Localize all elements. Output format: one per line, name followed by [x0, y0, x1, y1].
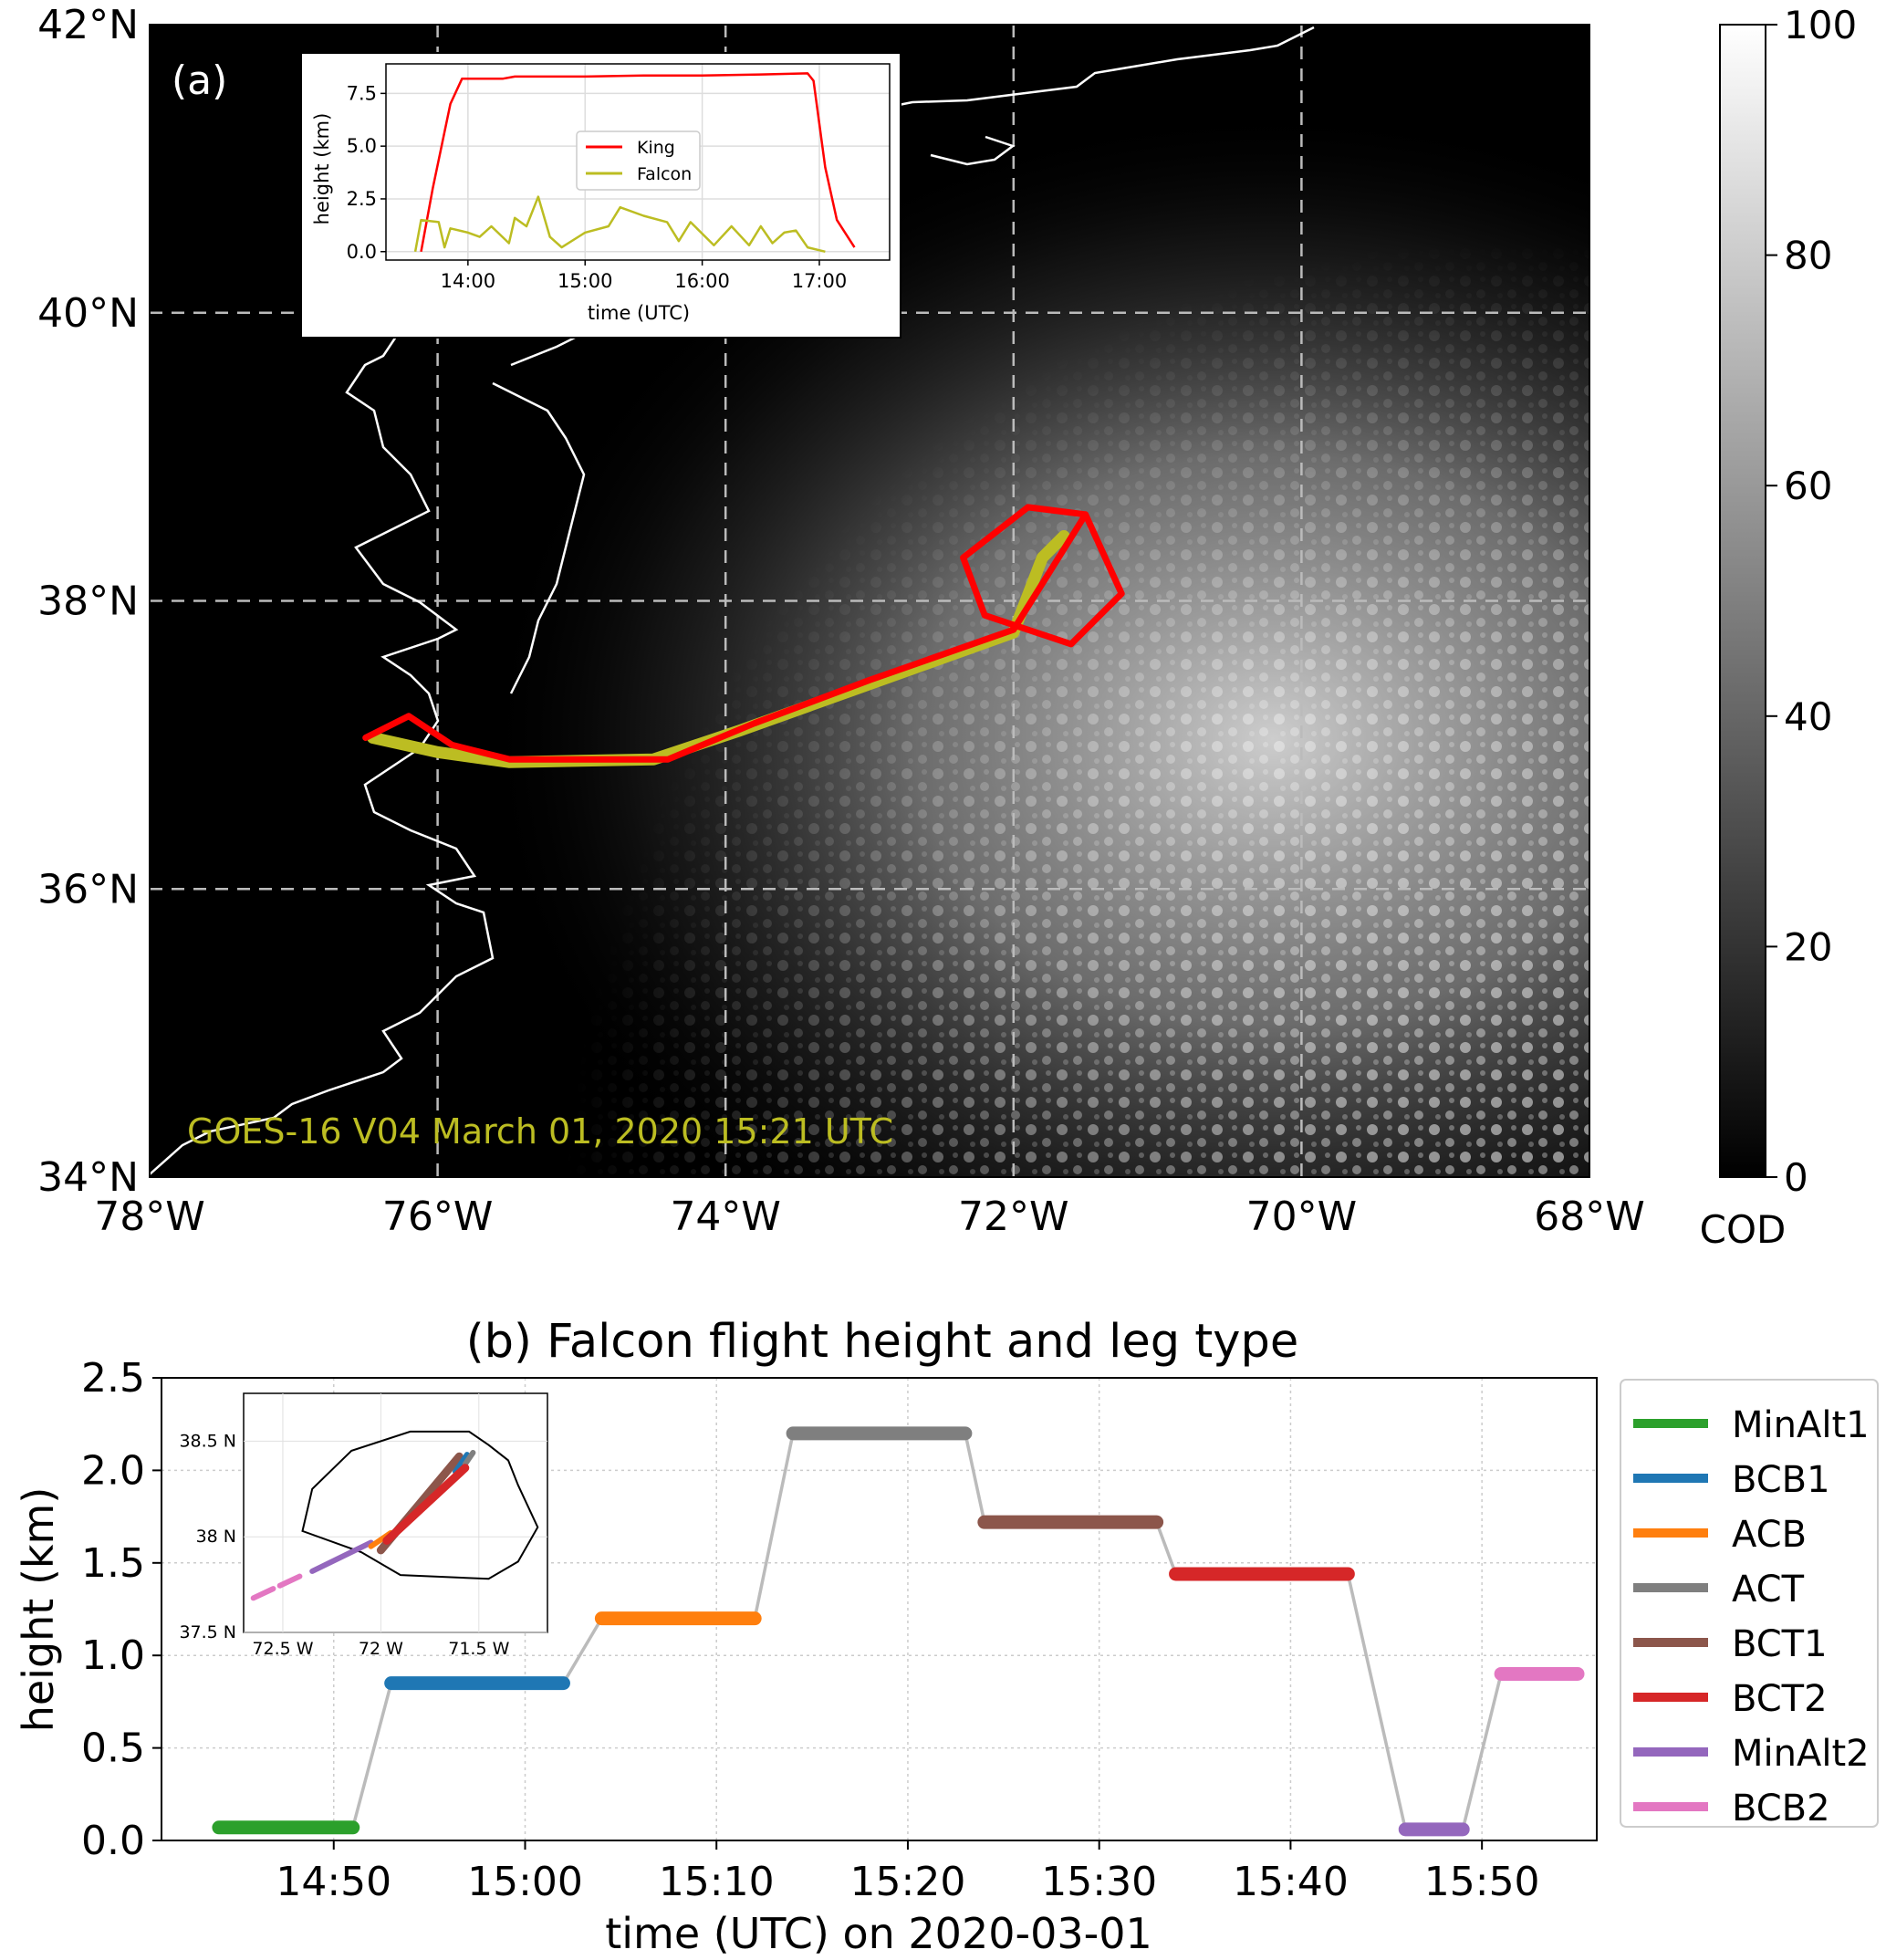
colorbar-tick-80: 80 — [1784, 234, 1832, 278]
colorbar-tick-60: 60 — [1784, 464, 1832, 508]
map-frame — [149, 24, 1590, 1178]
inset-a-plot: 14:00 15:00 16:00 17:00 0.0 2.5 5.0 7.5 — [347, 63, 891, 292]
inset-b: 72.5 W 72 W 71.5 W 37.5 N 38 N 38.5 N — [179, 1392, 548, 1659]
map-xtick-76-w: 76°W — [382, 1194, 494, 1240]
king-track — [362, 504, 1125, 763]
legend-label-falcon: Falcon — [637, 164, 692, 184]
panel-a: (a) GOES-16 V04 March 01, 2020 15:21 UTC… — [37, 2, 1857, 1252]
satellite-annotation: GOES-16 V04 March 01, 2020 15:21 UTC — [187, 1111, 893, 1152]
inset-a-series-falcon — [413, 195, 826, 254]
map-ytick-38-n: 38°N — [37, 579, 139, 625]
map-xtick-74-w: 74°W — [670, 1194, 781, 1240]
map-xtick-78-w: 78°W — [94, 1194, 205, 1240]
inset-a-legend: King Falcon — [576, 130, 701, 191]
colorbar-tick-40: 40 — [1784, 694, 1832, 739]
inset-a-xlabel: time (UTC) — [588, 302, 690, 324]
legend-label-act: ACT — [1732, 1569, 1805, 1611]
plot-b: 14:50 15:00 15:10 15:20 15:30 15:40 15:50 0.0 0.… — [81, 1355, 1597, 1905]
map-tick-labels: 78°W 76°W 74°W 72°W 70°W 68°W 34°N 36°N 38°N 40°N… — [37, 2, 1645, 1240]
inset-a-ylabel: height (km) — [311, 113, 333, 225]
legend-label-bct1: BCT1 — [1732, 1623, 1828, 1665]
colorbar-tick-100: 100 — [1784, 3, 1857, 47]
plot-b-xtick-15-10: 15:10 — [659, 1859, 775, 1905]
map-gridlines — [150, 25, 1589, 1177]
colorbar-gradient — [1719, 24, 1766, 1178]
map-xtick-72-w: 72°W — [958, 1194, 1069, 1240]
plot-b-ytick-2-5: 2.5 — [81, 1355, 145, 1402]
plot-b-ytick-2-0: 2.0 — [81, 1447, 145, 1494]
plot-b-ytick-0-0: 0.0 — [81, 1818, 145, 1864]
inset-a-xtick-16-00: 16:00 — [674, 270, 730, 292]
inset-b-king-circle — [301, 1430, 539, 1580]
inset-a-ytick-0-0: 0.0 — [347, 241, 377, 263]
colorbar-ticks: 0 20 40 60 80 100 — [1766, 3, 1857, 1200]
colorbar-tick-20: 20 — [1784, 924, 1832, 969]
plot-b-ytick-0-5: 0.5 — [81, 1725, 145, 1772]
panel-b: (b) Falcon flight height and leg type 14… — [14, 1315, 1879, 1958]
legend-b: MinAlt1 BCB1 ACB ACT BCT1 BCT2 MinAlt2 BCB2 — [1620, 1379, 1879, 1830]
legend-label-bct2: BCT2 — [1732, 1678, 1828, 1720]
map-xtick-70-w: 70°W — [1246, 1194, 1358, 1240]
inset-b-plot: 72.5 W 72 W 71.5 W 37.5 N 38 N 38.5 N — [179, 1393, 547, 1659]
plot-b-xtick-15-30: 15:30 — [1041, 1859, 1157, 1905]
inset-a-ytick-2-5: 2.5 — [347, 188, 377, 210]
legend-b-box — [1620, 1379, 1879, 1828]
plot-b-xtick-15-20: 15:20 — [850, 1859, 966, 1905]
legend-label-king: King — [637, 138, 675, 158]
plot-b-ytick-1-5: 1.5 — [81, 1540, 145, 1587]
inset-b-track-bct2 — [382, 1464, 470, 1545]
inset-a-xtick-17-00: 17:00 — [792, 270, 848, 292]
inset-b-track-minalt2 — [309, 1539, 374, 1574]
inset-b-xtick-72-w: 72 W — [359, 1639, 403, 1659]
inset-b-track-bcb2 — [250, 1572, 306, 1601]
inset-b-track-bcb1 — [453, 1452, 470, 1475]
flight-tracks — [362, 504, 1125, 768]
map-ytick-40-n: 40°N — [37, 290, 139, 337]
legend-label-bcb2: BCB2 — [1732, 1788, 1830, 1830]
panel-a-label: (a) — [172, 57, 227, 104]
panel-b-title: (b) Falcon flight height and leg type — [466, 1315, 1298, 1369]
map-ytick-36-n: 36°N — [37, 866, 139, 912]
legend-b-items: MinAlt1 BCB1 ACB ACT BCT1 BCT2 MinAlt2 BCB2 — [1633, 1404, 1870, 1830]
inset-a: 14:00 15:00 16:00 17:00 0.0 2.5 5.0 7.5 time (U… — [300, 52, 901, 339]
plot-b-frame — [161, 1377, 1598, 1841]
panel-b-xlabel: time (UTC) on 2020-03-01 — [605, 1909, 1152, 1958]
inset-b-ytick-38-n: 38 N — [196, 1527, 236, 1547]
legend-label-acb: ACB — [1732, 1514, 1807, 1556]
inset-a-background — [300, 52, 901, 339]
inset-a-series-king — [420, 72, 856, 253]
map-ytick-34-n: 34°N — [37, 1154, 139, 1201]
inset-b-track-act — [462, 1450, 476, 1467]
plot-b-xtick-15-40: 15:40 — [1233, 1859, 1349, 1905]
colorbar-label: COD — [1700, 1207, 1787, 1252]
inset-b-ytick-37-5-n: 37.5 N — [179, 1622, 236, 1642]
plot-b-xtick-15-50: 15:50 — [1424, 1859, 1540, 1905]
legend-label-minalt2: MinAlt2 — [1732, 1733, 1870, 1775]
map-xtick-68-w: 68°W — [1534, 1194, 1645, 1240]
inset-b-ytick-38-5-n: 38.5 N — [179, 1431, 236, 1451]
inset-a-axes-frame — [385, 63, 891, 261]
inset-a-ytick-7-5: 7.5 — [347, 82, 377, 104]
legend-label-minalt1: MinAlt1 — [1732, 1404, 1870, 1446]
inset-a-ytick-5-0: 5.0 — [347, 135, 377, 157]
map-ytick-42-n: 42°N — [37, 2, 139, 48]
panel-b-ylabel: height (km) — [14, 1487, 63, 1733]
inset-a-xtick-14-00: 14:00 — [441, 270, 496, 292]
colorbar: 0 20 40 60 80 100 COD — [1700, 3, 1858, 1252]
plot-b-xtick-14-50: 14:50 — [276, 1859, 391, 1905]
legend-label-bcb1: BCB1 — [1732, 1459, 1830, 1501]
inset-b-background — [243, 1392, 548, 1633]
colorbar-tick-0: 0 — [1784, 1155, 1808, 1200]
inset-b-xtick-72-5-w: 72.5 W — [252, 1639, 313, 1659]
inset-a-xtick-15-00: 15:00 — [557, 270, 613, 292]
plot-b-xtick-15-00: 15:00 — [467, 1859, 583, 1905]
plot-b-ytick-1-0: 1.0 — [81, 1632, 145, 1679]
inset-b-xtick-71-5-w: 71.5 W — [448, 1639, 509, 1659]
